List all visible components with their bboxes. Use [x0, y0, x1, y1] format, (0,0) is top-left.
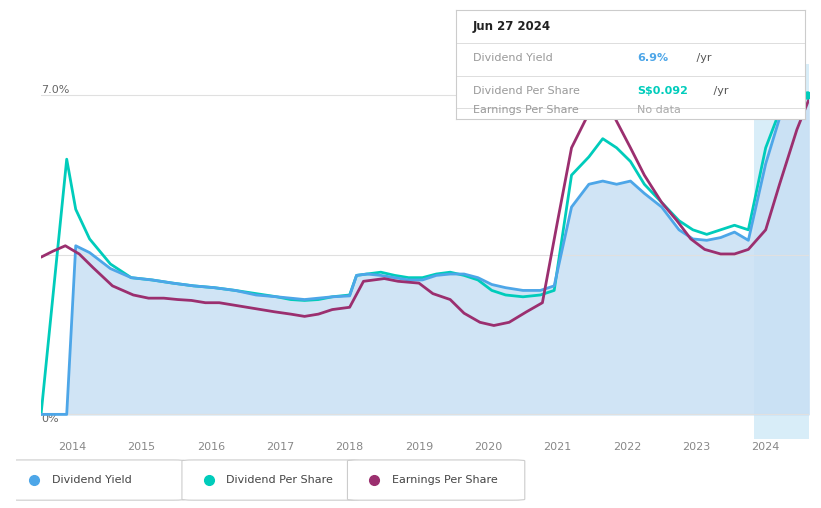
FancyBboxPatch shape — [182, 460, 360, 500]
Text: 7.0%: 7.0% — [41, 85, 70, 96]
Text: 2018: 2018 — [336, 441, 364, 452]
Text: /yr: /yr — [693, 53, 712, 63]
Text: 2024: 2024 — [751, 441, 780, 452]
Text: Past: Past — [755, 107, 778, 117]
Bar — [754, 64, 809, 439]
Text: 2017: 2017 — [266, 441, 295, 452]
Text: Earnings Per Share: Earnings Per Share — [473, 105, 579, 115]
Text: 2020: 2020 — [475, 441, 502, 452]
Text: 0%: 0% — [41, 415, 58, 424]
Text: Dividend Per Share: Dividend Per Share — [227, 475, 333, 485]
FancyBboxPatch shape — [347, 460, 525, 500]
Text: 2014: 2014 — [58, 441, 86, 452]
Text: 2021: 2021 — [544, 441, 571, 452]
FancyBboxPatch shape — [7, 460, 185, 500]
Text: Earnings Per Share: Earnings Per Share — [392, 475, 498, 485]
Text: Dividend Per Share: Dividend Per Share — [473, 86, 580, 96]
Text: /yr: /yr — [710, 86, 729, 96]
Text: 2019: 2019 — [405, 441, 433, 452]
Text: Dividend Yield: Dividend Yield — [52, 475, 131, 485]
Text: Dividend Yield: Dividend Yield — [473, 53, 553, 63]
Text: Jun 27 2024: Jun 27 2024 — [473, 20, 551, 33]
Text: 6.9%: 6.9% — [637, 53, 668, 63]
Text: S$0.092: S$0.092 — [637, 86, 688, 96]
Text: 2022: 2022 — [612, 441, 641, 452]
Text: No data: No data — [637, 105, 681, 115]
Text: 2023: 2023 — [682, 441, 710, 452]
Text: 2015: 2015 — [127, 441, 156, 452]
Text: 2016: 2016 — [197, 441, 225, 452]
